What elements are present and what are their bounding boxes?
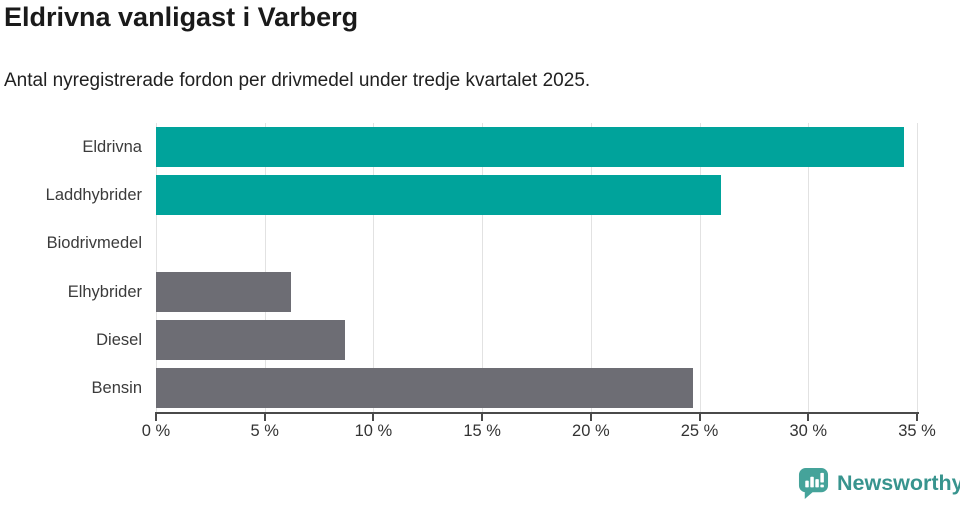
gridline — [373, 123, 375, 412]
x-axis-tick — [916, 412, 918, 421]
x-axis-tick — [807, 412, 810, 421]
brand-footer-link[interactable]: Newsworthy — [798, 467, 960, 500]
gridline — [917, 123, 918, 412]
x-tick-label: 10 % — [354, 422, 393, 440]
x-axis-tick — [589, 412, 592, 421]
category-label: Diesel — [96, 330, 142, 349]
gridline — [482, 123, 484, 412]
gridline — [699, 123, 701, 412]
gridline — [808, 123, 810, 412]
gridline — [264, 123, 266, 412]
newsworthy-logo-icon — [798, 467, 829, 500]
category-label: Eldrivna — [82, 138, 142, 157]
x-tick-label: 20 % — [572, 422, 610, 440]
category-label: Elhybrider — [67, 282, 142, 301]
x-tick-label: 0 % — [141, 422, 171, 440]
bar-bensin — [156, 367, 694, 408]
bar-eldrivna — [156, 127, 904, 168]
bar-elhybrider — [156, 271, 291, 312]
category-label: Bensin — [91, 378, 142, 397]
x-axis-tick — [155, 412, 157, 421]
x-tick-label: 5 % — [250, 422, 279, 440]
x-axis — [155, 412, 919, 414]
brand-name: Newsworthy — [837, 471, 960, 495]
x-axis-tick — [481, 412, 484, 421]
bar-chart: 0 % 5 % 10 % 15 % 20 % 25 % 30 % 35 % Eldrivna La… — [0, 123, 960, 455]
x-tick-label: 30 % — [789, 422, 828, 440]
category-label: Laddhybrider — [45, 186, 142, 205]
category-label: Biodrivmedel — [46, 234, 142, 253]
gridline — [590, 123, 592, 412]
bar-laddhybrider — [156, 175, 722, 216]
x-axis-tick — [263, 412, 266, 421]
x-axis-tick — [698, 412, 701, 421]
gridline — [156, 123, 157, 412]
x-tick-label: 35 % — [898, 422, 936, 440]
x-axis-tick — [372, 412, 375, 421]
bar-diesel — [156, 319, 346, 360]
chart-title: Eldrivna vanligast i Varberg — [4, 2, 359, 32]
chart-subtitle: Antal nyregistrerade fordon per drivmede… — [4, 70, 591, 91]
x-tick-label: 25 % — [680, 422, 719, 440]
x-tick-label: 15 % — [463, 422, 501, 440]
